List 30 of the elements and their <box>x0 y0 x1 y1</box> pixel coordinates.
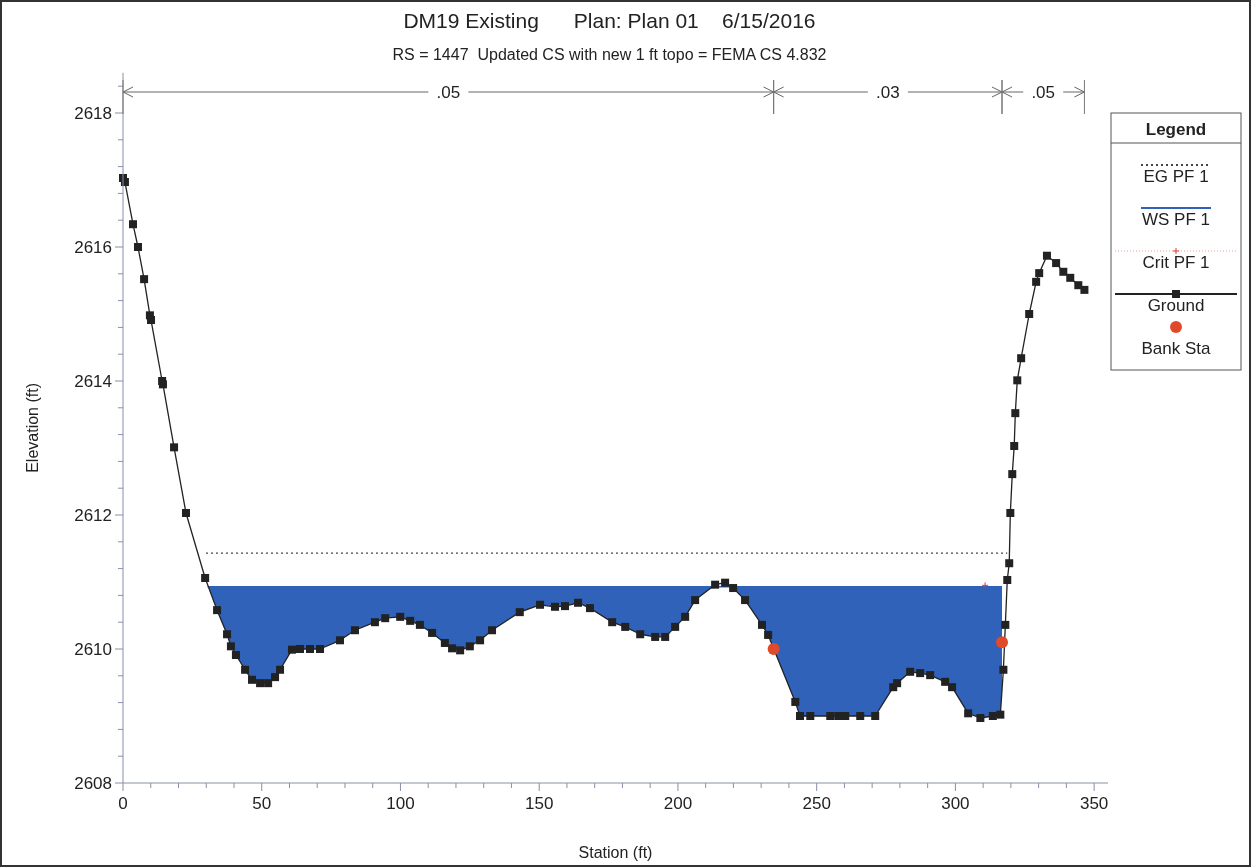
annotation: .05 <box>436 83 461 102</box>
point <box>767 643 780 655</box>
legend-label: Bank Sta <box>1141 339 1212 358</box>
x-tick-label: 0 <box>118 794 128 813</box>
x-axis-title: Station (ft) <box>578 844 653 861</box>
y-tick-label: 2616 <box>74 238 112 257</box>
legend-label: Ground <box>1147 296 1205 315</box>
chart-title: DM19 Existing Plan: Plan 01 6/15/2016 <box>403 9 816 32</box>
y-axis-title: Elevation (ft) <box>24 382 41 473</box>
legend-label: Crit PF 1 <box>1142 253 1210 272</box>
x-tick-label: 150 <box>525 794 554 813</box>
annotation: .05 <box>1031 83 1056 102</box>
point <box>981 581 989 589</box>
legend-title: Legend <box>1145 120 1207 139</box>
x-tick-label: 50 <box>252 794 272 813</box>
legend-label: WS PF 1 <box>1141 210 1211 229</box>
x-tick-label: 100 <box>386 794 415 813</box>
y-tick-label: 2618 <box>74 104 112 123</box>
y-tick-label: 2612 <box>74 506 112 525</box>
x-tick-label: 350 <box>1079 794 1109 813</box>
y-tick-label: 2614 <box>74 372 112 391</box>
legend-label: EG PF 1 <box>1143 167 1209 186</box>
chart-subtitle: RS = 1447 Updated CS with new 1 ft topo = FEMA CS 4.832 <box>392 46 827 63</box>
y-tick-label: 2610 <box>74 640 112 659</box>
x-tick-label: 300 <box>941 794 970 813</box>
y-tick-label: 2608 <box>74 774 112 793</box>
point <box>996 636 1009 649</box>
x-tick-label: 200 <box>663 794 693 813</box>
x-tick-label: 250 <box>802 794 831 813</box>
annotation: .03 <box>876 83 900 102</box>
